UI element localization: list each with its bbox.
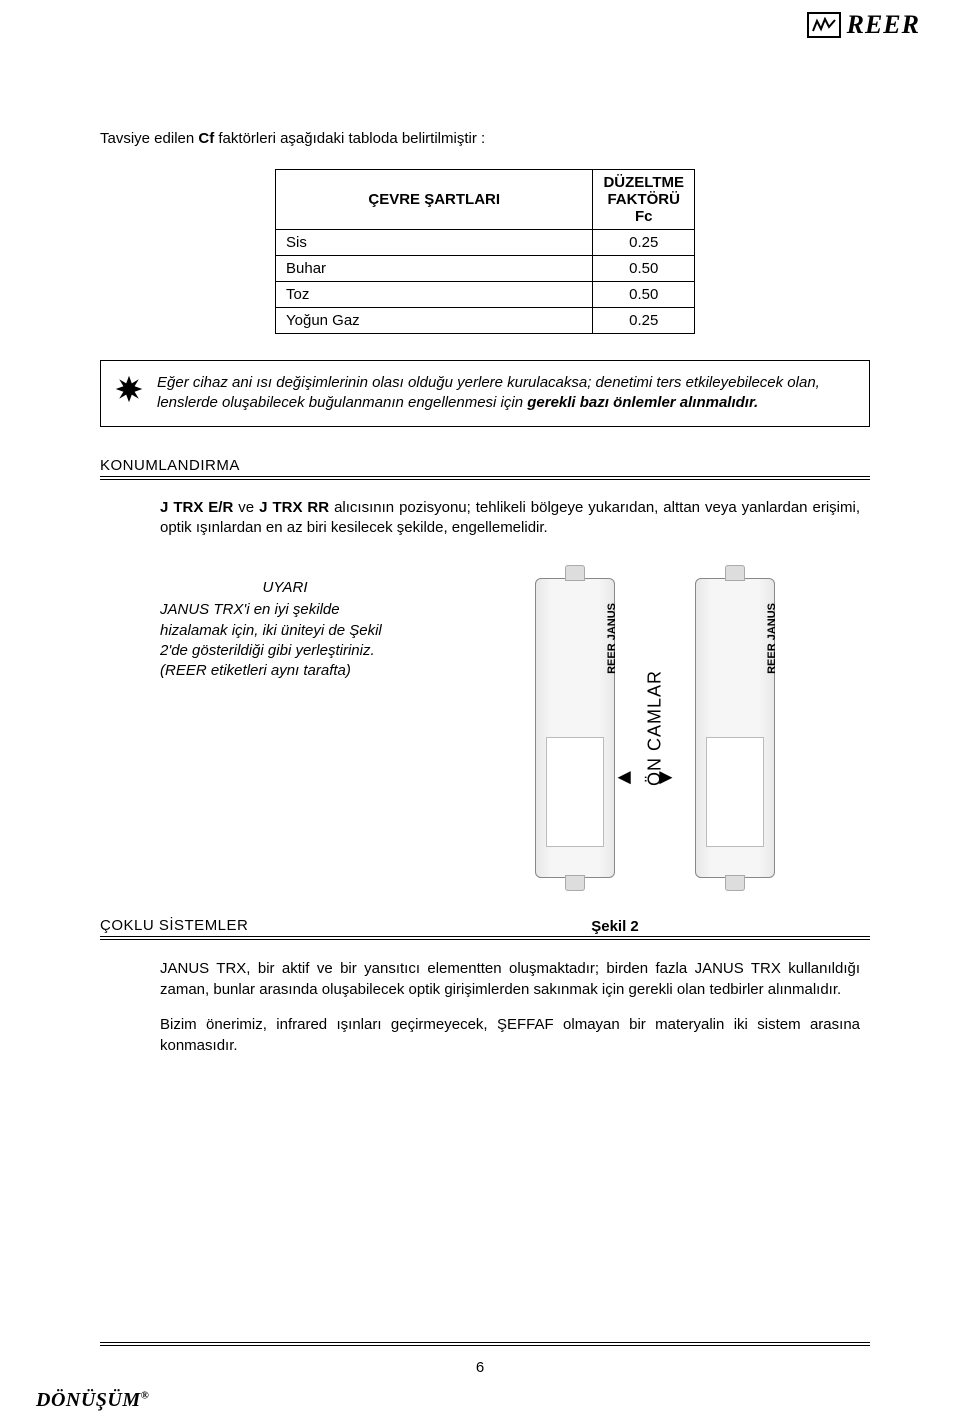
cell-value: 0.25 [593,230,695,256]
logo-text: REER [847,10,920,40]
table-row: Buhar0.50 [276,256,695,282]
page-number: 6 [0,1359,960,1376]
device-sticker [546,737,604,847]
uyari-title: UYARI [160,578,410,598]
device-left: REER JANUS [535,578,615,878]
uyari-line2: (REER etiketleri aynı tarafta) [160,662,351,679]
logo-mark-icon [807,12,841,38]
warn-bold: gerekli bazı önlemler alınmalıdır. [527,394,758,411]
warning-text: Eğer cihaz ani ısı değişimlerinin olası … [157,373,855,414]
kp-m1: ve [233,499,259,516]
intro-pre: Tavsiye edilen [100,130,198,147]
table-header-row: ÇEVRE ŞARTLARI DÜZELTME FAKTÖRÜ Fc [276,170,695,230]
cell-label: Toz [276,282,593,308]
device-sticker [706,737,764,847]
th-left: ÇEVRE ŞARTLARI [276,170,593,230]
content-area: Tavsiye edilen Cf faktörleri aşağıdaki t… [100,130,870,1056]
intro-paragraph: Tavsiye edilen Cf faktörleri aşağıdaki t… [100,130,870,147]
table-row: Toz0.50 [276,282,695,308]
section-rule [100,936,870,940]
device-label: REER JANUS [766,603,778,674]
coklu-p1: JANUS TRX, bir aktif ve bir yansıtıcı el… [160,958,860,1000]
cell-label: Yoğun Gaz [276,308,593,334]
kp-b1: J TRX E/R [160,499,233,516]
konum-paragraph: J TRX E/R ve J TRX RR alıcısının pozisyo… [160,498,860,539]
intro-post: faktörleri aşağıdaki tabloda belirtilmiş… [214,130,485,147]
footer-brand: DÖNÜŞÜM® [36,1389,149,1412]
section-title-coklu: ÇOKLU SİSTEMLER [100,917,870,934]
cell-value: 0.50 [593,282,695,308]
warning-box: Eğer cihaz ani ısı değişimlerinin olası … [100,360,870,427]
device-label: REER JANUS [606,603,618,674]
coklu-p2: Bizim önerimiz, infrared ışınları geçirm… [160,1014,860,1056]
cell-value: 0.25 [593,308,695,334]
burst-icon [115,375,143,403]
device-figure: REER JANUS ÖN CAMLAR ◄► REER JANUS [440,578,870,878]
coklu-section: ÇOKLU SİSTEMLER JANUS TRX, bir aktif ve … [100,917,870,1056]
table-row: Yoğun Gaz0.25 [276,308,695,334]
uyari-row: UYARI JANUS TRX'i en iyi şekilde hizalam… [160,578,870,878]
arrows-icon: ◄► [613,764,697,790]
intro-bold: Cf [198,130,214,147]
cell-label: Sis [276,230,593,256]
cell-value: 0.50 [593,256,695,282]
section-title-konumlandirma: KONUMLANDIRMA [100,457,870,474]
footer-text: DÖNÜŞÜM [36,1389,141,1411]
section-rule [100,476,870,480]
brand-logo: REER [807,10,920,40]
uyari-line1: JANUS TRX'i en iyi şekilde hizalamak içi… [160,601,382,659]
footer-mark: ® [141,1389,150,1401]
kp-b2: J TRX RR [259,499,329,516]
page: REER Tavsiye edilen Cf faktörleri aşağıd… [0,0,960,1426]
bottom-rule [100,1342,870,1346]
th-right: DÜZELTME FAKTÖRÜ Fc [593,170,695,230]
device-right: REER JANUS [695,578,775,878]
cell-label: Buhar [276,256,593,282]
cf-table: ÇEVRE ŞARTLARI DÜZELTME FAKTÖRÜ Fc Sis0.… [275,169,695,334]
table-row: Sis0.25 [276,230,695,256]
uyari-text: UYARI JANUS TRX'i en iyi şekilde hizalam… [160,578,410,681]
